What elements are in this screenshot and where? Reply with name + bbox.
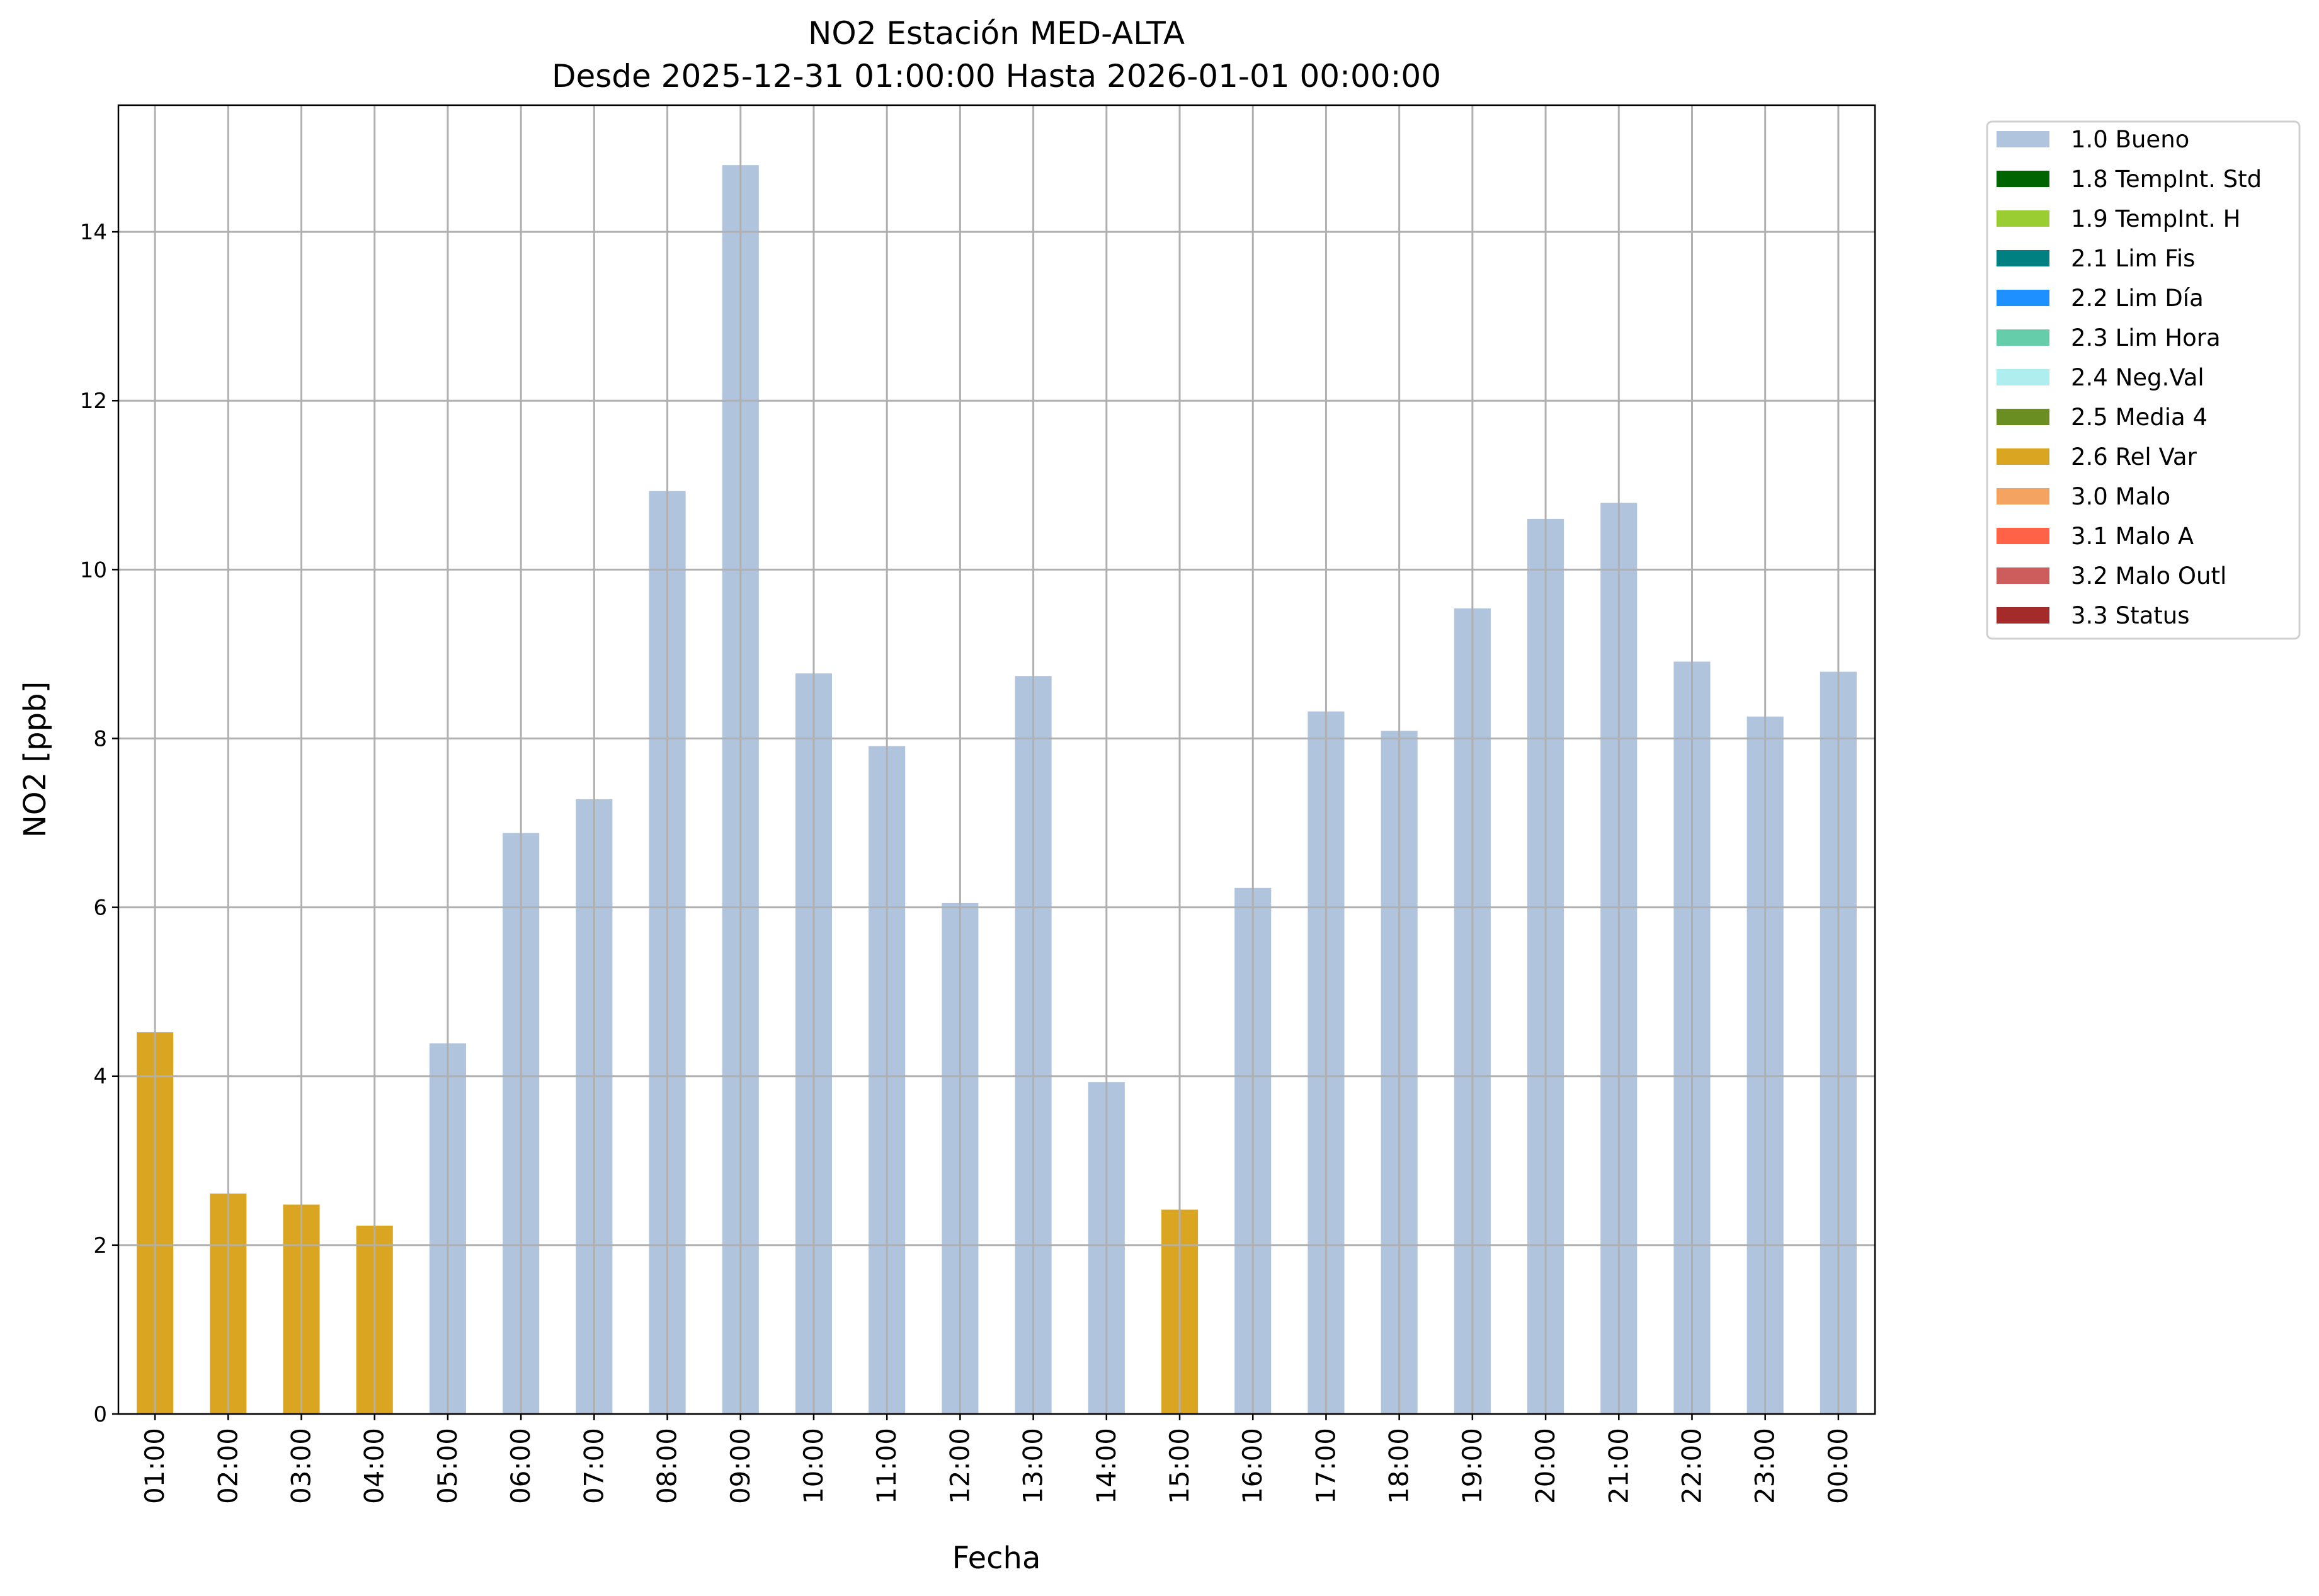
x-tick-label: 04:00 <box>359 1428 390 1504</box>
legend-label: 2.4 Neg.Val <box>2071 364 2204 391</box>
x-tick-label: 02:00 <box>212 1428 243 1504</box>
x-tick-label: 07:00 <box>578 1428 609 1504</box>
x-tick-label: 09:00 <box>725 1428 756 1504</box>
chart-subtitle: Desde 2025-12-31 01:00:00 Hasta 2026-01-… <box>552 58 1441 94</box>
x-tick-label: 18:00 <box>1384 1428 1415 1504</box>
y-tick-label: 12 <box>80 389 107 414</box>
y-tick-label: 2 <box>93 1233 107 1258</box>
legend-label: 3.3 Status <box>2071 602 2190 629</box>
legend-label: 2.5 Media 4 <box>2071 404 2208 431</box>
legend-label: 3.1 Malo A <box>2071 523 2194 550</box>
legend-label: 2.1 Lim Fis <box>2071 245 2195 272</box>
y-tick-label: 10 <box>80 557 107 583</box>
y-tick-label: 14 <box>80 220 107 245</box>
legend-swatch <box>1997 448 2049 465</box>
legend-swatch <box>1997 607 2049 624</box>
legend-swatch <box>1997 329 2049 346</box>
x-tick-label: 12:00 <box>944 1428 975 1504</box>
legend-swatch <box>1997 488 2049 504</box>
x-tick-label: 13:00 <box>1018 1428 1049 1504</box>
x-tick-label: 15:00 <box>1164 1428 1195 1504</box>
x-tick-label: 22:00 <box>1676 1428 1707 1504</box>
x-tick-label: 05:00 <box>432 1428 463 1504</box>
x-axis: 01:00 02:00 03:00 04:00 05:00 06:00 07:00 08:00… <box>139 1414 1854 1504</box>
x-tick-label: 14:00 <box>1091 1428 1122 1504</box>
legend-box <box>1986 120 2301 640</box>
legend-label: 2.2 Lim Día <box>2071 285 2204 312</box>
x-axis-label: Fecha <box>952 1541 1041 1576</box>
legend: 1.0 Bueno 1.8 TempInt. Std 1.9 TempInt. H 2… <box>1986 120 2301 640</box>
legend-swatch <box>1997 250 2049 266</box>
y-tick-label: 0 <box>93 1402 107 1427</box>
x-tick-label: 00:00 <box>1823 1428 1854 1504</box>
legend-label: 1.0 Bueno <box>2071 126 2189 153</box>
x-tick-label: 11:00 <box>871 1428 902 1504</box>
legend-swatch <box>1997 131 2049 147</box>
y-axis: 0 2 4 6 8 10 12 14 <box>80 220 118 1427</box>
y-tick-label: 4 <box>93 1064 107 1090</box>
legend-swatch <box>1997 528 2049 544</box>
x-tick-label: 16:00 <box>1237 1428 1268 1504</box>
legend-swatch <box>1997 210 2049 227</box>
legend-label: 1.9 TempInt. H <box>2071 205 2240 232</box>
legend-label: 2.3 Lim Hora <box>2071 324 2221 351</box>
legend-label: 2.6 Rel Var <box>2071 443 2197 470</box>
legend-swatch <box>1997 409 2049 425</box>
x-tick-label: 23:00 <box>1750 1428 1781 1504</box>
x-tick-label: 08:00 <box>652 1428 683 1504</box>
legend-label: 3.2 Malo Outl <box>2071 562 2226 590</box>
x-tick-label: 20:00 <box>1530 1428 1561 1504</box>
x-tick-label: 21:00 <box>1603 1428 1634 1504</box>
legend-swatch <box>1997 567 2049 584</box>
x-tick-label: 17:00 <box>1310 1428 1341 1504</box>
legend-label: 3.0 Malo <box>2071 483 2170 510</box>
x-tick-label: 19:00 <box>1457 1428 1488 1504</box>
x-tick-label: 03:00 <box>286 1428 317 1504</box>
chart-title: NO2 Estación MED-ALTA <box>808 15 1185 52</box>
legend-swatch <box>1997 369 2049 385</box>
x-tick-label: 10:00 <box>798 1428 829 1504</box>
plot-frame <box>117 104 1876 1415</box>
y-tick-label: 8 <box>93 726 107 751</box>
y-axis-label: NO2 [ppb] <box>18 681 53 838</box>
bars <box>137 165 1857 1415</box>
legend-swatch <box>1997 171 2049 187</box>
legend-swatch <box>1997 290 2049 306</box>
y-tick-label: 6 <box>93 896 107 921</box>
x-tick-label: 01:00 <box>139 1428 170 1504</box>
x-tick-label: 06:00 <box>505 1428 536 1504</box>
legend-label: 1.8 TempInt. Std <box>2071 166 2262 193</box>
